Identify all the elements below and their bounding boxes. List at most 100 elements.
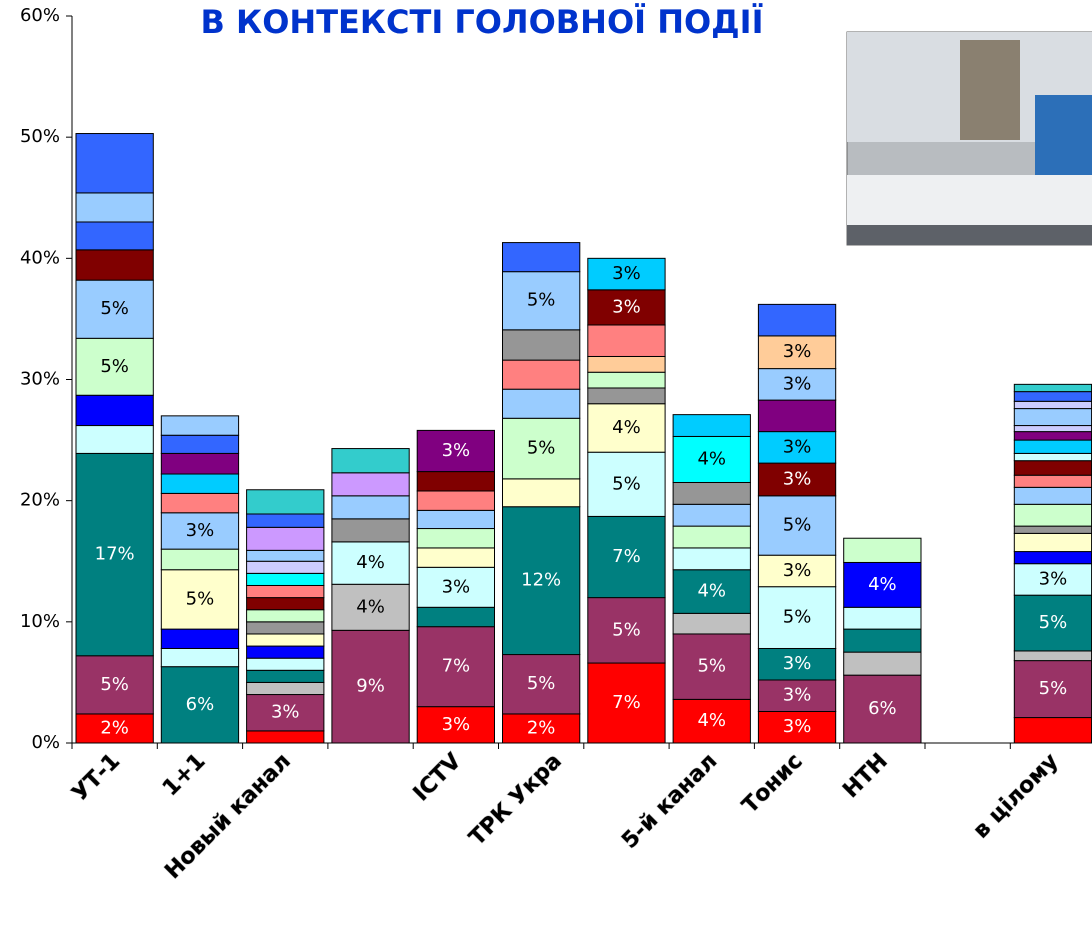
chart-title: В КОНТЕКСТІ ГОЛОВНОЇ ПОДІЇ (201, 3, 764, 41)
segment-label: 4% (697, 448, 726, 469)
bar-segment (332, 473, 409, 496)
bar-segment (1014, 718, 1091, 743)
segment-label: 5% (527, 290, 556, 311)
bar-segment (417, 607, 494, 626)
bar-segment (844, 607, 921, 629)
segment-label: 3% (783, 468, 812, 489)
x-tick-label: НТН (838, 749, 892, 803)
segment-label: 3% (1039, 568, 1068, 589)
bar-segment (76, 193, 153, 222)
segment-label: 2% (527, 717, 556, 738)
segment-label: 12% (521, 570, 561, 591)
y-tick-label: 10% (20, 611, 60, 632)
segment-label: 3% (783, 685, 812, 706)
segment-label: 5% (1039, 678, 1068, 699)
bar-segment (76, 222, 153, 250)
bar-segment (503, 479, 580, 507)
bar-segment (247, 585, 324, 597)
bar-segment (247, 573, 324, 585)
bar-segment (1014, 487, 1091, 504)
bar-segment (1014, 504, 1091, 526)
chart: В КОНТЕКСТІ ГОЛОВНОЇ ПОДІЇ 0%10%20%30%40… (0, 0, 1092, 943)
segment-label: 7% (612, 546, 641, 567)
bar-segment (1014, 552, 1091, 564)
x-tick-label: ICTV (409, 749, 467, 807)
bar-segment (1014, 461, 1091, 476)
segment-label: 5% (100, 298, 129, 319)
bar-segment (247, 682, 324, 694)
bar-segment (247, 490, 324, 514)
bar-segment (76, 395, 153, 425)
segment-label: 3% (442, 714, 471, 735)
segment-label: 2% (100, 717, 129, 738)
bar-segment (247, 561, 324, 573)
segment-label: 9% (356, 676, 385, 697)
segment-label: 3% (442, 576, 471, 597)
bar-segment (1014, 533, 1091, 551)
x-tick-label: 1+1 (158, 749, 210, 801)
segment-label: 3% (186, 520, 215, 541)
segment-label: 3% (783, 341, 812, 362)
bar-segment (1014, 409, 1091, 426)
x-tick-label: 5-й канал (617, 749, 722, 854)
x-tick-label: УТ-1 (68, 749, 126, 807)
bar-segment (247, 670, 324, 682)
bar-segment (1014, 432, 1091, 440)
x-tick-label: в цілому (969, 749, 1064, 844)
bar-segment (247, 527, 324, 550)
segment-label: 3% (783, 560, 812, 581)
y-tick-label: 20% (20, 490, 60, 511)
segment-label: 7% (442, 656, 471, 677)
bar-segment (247, 634, 324, 646)
bar-segment (161, 453, 238, 474)
bar-segment (758, 304, 835, 336)
segment-label: 5% (612, 619, 641, 640)
y-tick-label: 50% (20, 126, 60, 147)
bar-segment (332, 496, 409, 519)
segment-label: 5% (783, 515, 812, 536)
segment-label: 7% (612, 692, 641, 713)
bar-segment (1014, 651, 1091, 661)
bar-segment (161, 474, 238, 493)
bar-segment (247, 646, 324, 658)
bar-segment (503, 330, 580, 360)
bar-segment (673, 526, 750, 548)
bar-segment (844, 538, 921, 562)
segment-label: 6% (186, 694, 215, 715)
bar-segment (247, 550, 324, 561)
bar-segment (1014, 384, 1091, 391)
segment-label: 4% (868, 574, 897, 595)
bar-segment (247, 610, 324, 622)
bar-segment (161, 648, 238, 666)
segment-label: 5% (527, 673, 556, 694)
photo-caption (847, 225, 1092, 245)
bar-segment (161, 493, 238, 512)
bar-segment (1014, 475, 1091, 487)
segment-label: 5% (527, 438, 556, 459)
segment-label: 3% (271, 702, 300, 723)
bar-segment (588, 325, 665, 357)
bar-segment (161, 416, 238, 435)
bar-segment (503, 389, 580, 418)
bar-segment (161, 435, 238, 453)
bar-segment (332, 519, 409, 542)
segment-label: 4% (697, 581, 726, 602)
bar-segment (417, 529, 494, 548)
photo-snow (847, 175, 1092, 225)
bar-segment (673, 415, 750, 437)
bar-segment (417, 548, 494, 567)
segment-label: 4% (697, 710, 726, 731)
bar-segment (588, 372, 665, 388)
bar-segment (1014, 453, 1091, 460)
bar-segment (417, 491, 494, 510)
bar-segment (588, 388, 665, 404)
bar-segment (247, 731, 324, 743)
segment-label: 3% (783, 653, 812, 674)
photo-building (960, 40, 1020, 140)
segment-label: 4% (612, 417, 641, 438)
segment-label: 5% (783, 607, 812, 628)
bar-segment (758, 400, 835, 432)
bar-segment (76, 250, 153, 280)
segment-label: 5% (100, 674, 129, 695)
bar-segment (503, 243, 580, 272)
